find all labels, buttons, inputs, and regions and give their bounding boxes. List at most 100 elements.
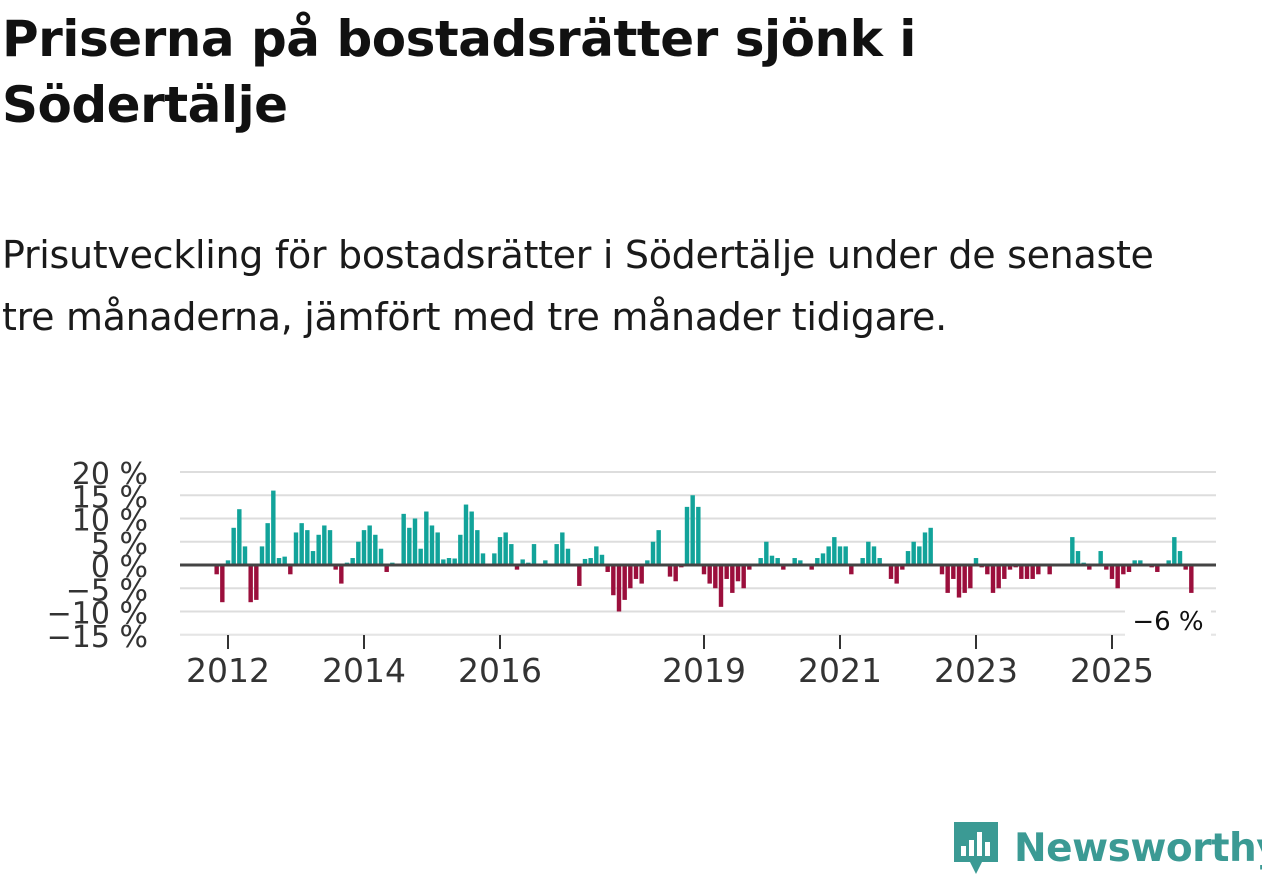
bar	[316, 534, 321, 566]
bar	[458, 534, 463, 566]
bar-chart: 20 %15 %10 %5 %0 %−5 %−10 %−15 % 2012 201…	[47, 457, 1216, 690]
bar	[1155, 565, 1160, 572]
bar	[503, 532, 508, 565]
bar	[645, 560, 650, 565]
bar	[1104, 565, 1109, 570]
x-tick-label: 2019	[662, 651, 746, 690]
bar	[509, 544, 514, 566]
bar	[747, 565, 752, 570]
newsworthy-bar-chart-icon	[954, 822, 998, 874]
bar	[497, 537, 503, 565]
bar	[973, 558, 979, 566]
y-tick-label: −10 %	[47, 597, 148, 632]
bar	[764, 541, 769, 565]
bar	[1036, 565, 1041, 575]
bar	[673, 565, 678, 582]
bar	[939, 565, 945, 575]
bar	[849, 565, 854, 575]
bar	[1166, 560, 1171, 565]
bar	[951, 565, 956, 579]
x-tick-label: 2025	[1070, 651, 1154, 690]
bar	[231, 527, 236, 565]
bar	[418, 548, 423, 565]
bar	[276, 558, 282, 566]
bars	[214, 490, 1194, 612]
y-tick-label: 10 %	[72, 504, 148, 539]
bar	[724, 565, 729, 579]
y-tick-label: 0 %	[91, 550, 148, 585]
bar	[1007, 565, 1013, 570]
bar	[384, 565, 389, 572]
bar	[713, 565, 718, 589]
bar	[616, 565, 622, 612]
bar	[288, 565, 293, 575]
bar	[730, 565, 735, 593]
bar	[446, 558, 452, 566]
bar	[769, 555, 775, 565]
bar	[775, 558, 780, 566]
bar	[373, 534, 378, 566]
bar	[1098, 551, 1103, 565]
chart-subtitle: Prisutveckling för bostadsrätter i Söder…	[2, 233, 1154, 339]
bar	[656, 530, 661, 566]
bar	[866, 541, 871, 565]
bar	[985, 565, 990, 575]
bar	[310, 551, 316, 565]
bar	[577, 565, 582, 586]
y-tick-label: 5 %	[91, 527, 148, 562]
bar	[860, 558, 865, 566]
bar	[475, 530, 480, 566]
y-tick-label: −5 %	[66, 573, 148, 608]
bar	[871, 546, 877, 565]
bar	[1047, 565, 1052, 575]
x-tick-label: 2016	[458, 651, 542, 690]
bar	[305, 530, 310, 566]
bar	[599, 554, 605, 565]
bar	[265, 523, 270, 565]
bar	[1024, 565, 1030, 579]
bar	[639, 565, 644, 584]
bar	[560, 532, 565, 565]
bar	[469, 511, 474, 565]
bar	[1087, 565, 1092, 570]
bar	[820, 553, 826, 566]
bar	[361, 530, 367, 566]
bar	[588, 558, 593, 566]
bar	[339, 565, 344, 584]
bar	[237, 509, 242, 565]
bar	[1132, 560, 1137, 565]
bar	[225, 560, 231, 565]
bar	[826, 546, 831, 565]
last-value-annotation: −6 %	[1125, 604, 1211, 640]
bar	[701, 565, 707, 575]
bar	[282, 556, 287, 565]
x-tick-label: 2021	[798, 651, 882, 690]
bar	[492, 553, 497, 566]
bar	[520, 559, 525, 565]
bar	[356, 541, 361, 565]
bar	[1075, 551, 1081, 565]
bar	[1172, 537, 1177, 565]
bar	[1126, 565, 1132, 572]
y-tick-label: 20 %	[72, 457, 148, 492]
bar	[531, 544, 537, 566]
bar	[327, 530, 333, 566]
bar	[565, 548, 571, 565]
bar	[350, 558, 355, 566]
bar	[945, 565, 950, 593]
bar	[259, 546, 265, 565]
bar	[401, 513, 406, 565]
bar	[696, 506, 701, 565]
logo-text: Newsworthy	[1014, 825, 1262, 871]
bar	[735, 565, 741, 582]
bar	[1109, 565, 1115, 579]
bar	[322, 525, 327, 565]
bar	[741, 565, 746, 589]
bar	[441, 559, 446, 565]
bar	[718, 565, 724, 607]
bar	[650, 541, 656, 565]
bar	[888, 565, 894, 579]
bar	[378, 548, 384, 565]
bar	[611, 565, 616, 596]
bar	[707, 565, 712, 584]
